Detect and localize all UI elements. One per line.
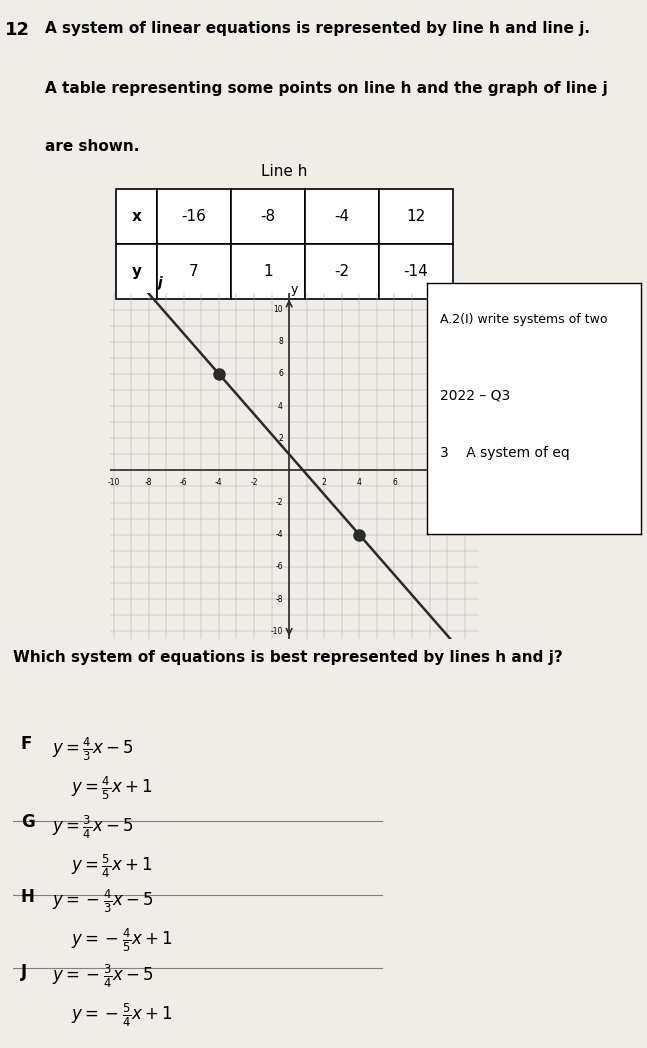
Bar — [231, 244, 305, 300]
Text: -4: -4 — [215, 478, 223, 486]
Text: H: H — [21, 888, 34, 907]
Text: j: j — [157, 277, 162, 290]
Text: A.2(I) write systems of two: A.2(I) write systems of two — [440, 313, 608, 326]
Text: 7: 7 — [189, 264, 199, 279]
Text: 2022 – Q3: 2022 – Q3 — [440, 389, 510, 402]
Text: Which system of equations is best represented by lines h and j?: Which system of equations is best repres… — [13, 650, 563, 664]
Text: -8: -8 — [276, 594, 283, 604]
Text: are shown.: are shown. — [45, 139, 140, 154]
Text: -2: -2 — [276, 498, 283, 507]
Bar — [231, 189, 305, 244]
Bar — [116, 189, 157, 244]
Text: -8: -8 — [145, 478, 153, 486]
Text: -8: -8 — [260, 209, 276, 224]
Text: 8: 8 — [278, 337, 283, 346]
Text: 4: 4 — [278, 401, 283, 411]
Text: 8: 8 — [427, 478, 432, 486]
Bar — [305, 244, 379, 300]
Text: $y = \frac{3}{4}x - 5$: $y = \frac{3}{4}x - 5$ — [52, 813, 133, 840]
Text: Line h: Line h — [261, 165, 308, 179]
Text: 2: 2 — [322, 478, 327, 486]
Bar — [157, 244, 231, 300]
Text: -10: -10 — [270, 627, 283, 636]
Text: $y = \frac{4}{3}x - 5$: $y = \frac{4}{3}x - 5$ — [52, 736, 133, 763]
Text: $y = -\frac{5}{4}x + 1$: $y = -\frac{5}{4}x + 1$ — [71, 1002, 173, 1029]
Text: 2: 2 — [278, 434, 283, 442]
Text: $y = -\frac{3}{4}x - 5$: $y = -\frac{3}{4}x - 5$ — [52, 963, 153, 990]
Text: -6: -6 — [276, 563, 283, 571]
Text: 1: 1 — [263, 264, 272, 279]
Bar — [379, 244, 453, 300]
Text: y: y — [131, 264, 142, 279]
Text: -16: -16 — [181, 209, 206, 224]
Text: 6: 6 — [278, 369, 283, 378]
Text: 10: 10 — [460, 478, 470, 486]
Text: -4: -4 — [276, 530, 283, 540]
Text: A table representing some points on line h and the graph of line j: A table representing some points on line… — [45, 81, 608, 95]
Text: 6: 6 — [392, 478, 397, 486]
Text: -10: -10 — [107, 478, 120, 486]
Bar — [157, 189, 231, 244]
Text: -2: -2 — [250, 478, 258, 486]
Text: A system of linear equations is represented by line h and line j.: A system of linear equations is represen… — [45, 21, 591, 36]
Bar — [305, 189, 379, 244]
Text: y: y — [291, 283, 298, 296]
Text: J: J — [21, 963, 27, 981]
Text: $y = \frac{4}{5}x + 1$: $y = \frac{4}{5}x + 1$ — [71, 774, 153, 802]
Text: 3    A system of eq: 3 A system of eq — [440, 446, 569, 460]
Bar — [116, 244, 157, 300]
Text: x: x — [478, 464, 485, 477]
Text: F: F — [21, 736, 32, 754]
Text: $y = -\frac{4}{3}x - 5$: $y = -\frac{4}{3}x - 5$ — [52, 888, 153, 916]
Bar — [379, 189, 453, 244]
Text: G: G — [21, 813, 34, 831]
Text: x: x — [132, 209, 142, 224]
Text: -2: -2 — [334, 264, 349, 279]
Text: -14: -14 — [404, 264, 428, 279]
Text: $y = \frac{5}{4}x + 1$: $y = \frac{5}{4}x + 1$ — [71, 852, 153, 879]
Text: 4: 4 — [357, 478, 362, 486]
Text: $y = -\frac{4}{5}x + 1$: $y = -\frac{4}{5}x + 1$ — [71, 927, 173, 955]
Text: 12: 12 — [5, 21, 30, 39]
Text: -6: -6 — [180, 478, 188, 486]
Text: 10: 10 — [273, 305, 283, 314]
Text: 12: 12 — [406, 209, 426, 224]
Text: -4: -4 — [334, 209, 349, 224]
